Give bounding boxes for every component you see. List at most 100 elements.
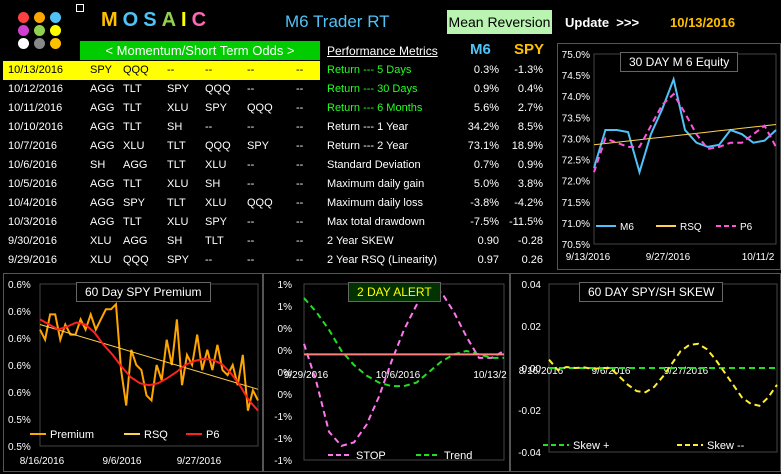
alert-chart-panel: 1% 1% 0% 0% 0% 0% -1% -1% -1% 9/29/2016 10/6/2016 1… bbox=[263, 273, 510, 472]
row-pick: -- bbox=[247, 178, 255, 190]
legend-label: Trend bbox=[444, 450, 472, 462]
row-pick: -- bbox=[247, 121, 255, 133]
y-tick-label: 0% bbox=[278, 390, 293, 401]
x-tick-label: 8/16/2016 bbox=[20, 456, 65, 467]
table-row[interactable]: 10/11/2016 AGG TLT XLU SPY QQQ -- Return --- 6 … bbox=[0, 99, 555, 118]
app-subtitle: M6 Trader RT bbox=[285, 12, 390, 31]
row-date: 10/7/2016 bbox=[8, 140, 57, 152]
metric-label: Maximum daily loss bbox=[327, 197, 423, 209]
row-pick: XLU bbox=[90, 254, 112, 266]
table-row[interactable]: 10/7/2016 AGG XLU TLT QQQ SPY -- Return --- 2 Y… bbox=[0, 137, 555, 156]
x-tick-label: 10/13/2 bbox=[473, 370, 507, 381]
metric-m6-value: 0.97 bbox=[477, 254, 499, 266]
metric-m6-value: 5.0% bbox=[473, 178, 499, 190]
table-row[interactable]: 9/29/2016 XLU QQQ SPY -- -- -- 2 Year RSQ (Line… bbox=[0, 251, 555, 270]
x-tick-label: 10/11/2 bbox=[742, 252, 775, 263]
metric-label: 2 Year SKEW bbox=[327, 235, 394, 247]
row-date: 10/4/2016 bbox=[8, 197, 57, 209]
metric-spy-value: 3.8% bbox=[517, 178, 543, 190]
metric-spy-value: 0.4% bbox=[517, 83, 543, 95]
row-pick: XLU bbox=[167, 102, 189, 114]
y-tick-label: 0.02 bbox=[522, 322, 542, 333]
premium-chart-title: 60 Day SPY Premium bbox=[76, 282, 211, 302]
mean-reversion-button[interactable]: Mean Reversion bbox=[447, 10, 552, 34]
logo-dot bbox=[50, 38, 61, 49]
x-tick-label: 9/13/2016 bbox=[566, 252, 611, 263]
row-date: 10/12/2016 bbox=[8, 83, 64, 95]
series-line-rsq bbox=[39, 324, 259, 390]
logo-dot bbox=[18, 38, 29, 49]
title-letter: C bbox=[191, 9, 212, 31]
metric-spy-value: -11.5% bbox=[508, 216, 543, 228]
metric-label: Max total drawdown bbox=[327, 216, 425, 228]
row-pick: SPY bbox=[205, 216, 228, 228]
metric-spy-value: 2.7% bbox=[517, 102, 543, 114]
row-pick: SPY bbox=[167, 254, 190, 266]
row-pick: TLT bbox=[167, 197, 186, 209]
table-row[interactable]: 10/3/2016 AGG TLT XLU SPY -- -- Max total drawd… bbox=[0, 213, 555, 232]
table-row[interactable]: 10/12/2016 AGG TLT SPY QQQ -- -- Return --- 30 … bbox=[0, 80, 555, 99]
y-tick-label: 71.5% bbox=[562, 198, 590, 209]
alert-chart-title: 2 DAY ALERT bbox=[348, 282, 441, 302]
metric-spy-value: -0.28 bbox=[517, 235, 543, 247]
momentum-header: < Momentum/Short Term Odds > bbox=[80, 41, 320, 60]
equity-chart-panel: 75.0% 74.5% 74.0% 73.5% 73.0% 72.5% 72.0% 71.5%… bbox=[557, 43, 781, 270]
y-tick-label: 0.6% bbox=[8, 307, 31, 318]
metric-label: 2 Year RSQ (Linearity) bbox=[327, 254, 438, 266]
row-date: 9/29/2016 bbox=[8, 254, 57, 266]
performance-header: Performance Metrics bbox=[327, 44, 438, 58]
y-tick-label: 0% bbox=[278, 346, 293, 357]
row-pick: AGG bbox=[123, 235, 148, 247]
y-tick-label: -1% bbox=[274, 434, 292, 445]
x-tick-label: 10/6/2016 bbox=[376, 370, 421, 381]
row-pick: -- bbox=[296, 178, 304, 190]
row-pick: TLT bbox=[167, 159, 186, 171]
table-row[interactable]: 9/30/2016 XLU AGG SH TLT -- -- 2 Year SKEW 0.90 -… bbox=[0, 232, 555, 251]
metric-label: Return --- 5 Days bbox=[327, 64, 412, 76]
m6-column-header: M6 bbox=[470, 41, 491, 58]
legend-label: Skew -- bbox=[707, 440, 745, 452]
metric-label: Return --- 6 Months bbox=[327, 102, 423, 114]
x-tick-label: 9/27/2016 bbox=[177, 456, 222, 467]
table-row[interactable]: 10/6/2016 SH AGG TLT XLU -- -- Standard Deviati… bbox=[0, 156, 555, 175]
row-pick: SPY bbox=[90, 64, 113, 76]
table-row[interactable]: 10/5/2016 AGG TLT XLU SH -- -- Maximum daily ga… bbox=[0, 175, 555, 194]
series-line-skew- bbox=[548, 342, 778, 407]
series-line-p6 bbox=[593, 92, 777, 173]
y-tick-label: -1% bbox=[274, 412, 292, 423]
metric-m6-value: 73.1% bbox=[467, 140, 499, 152]
y-tick-label: 0.6% bbox=[8, 334, 31, 345]
premium-chart-panel: 0.6% 0.6% 0.6% 0.6% 0.6% 0.5% 0.5% 8/16/2016 9/6… bbox=[3, 273, 263, 472]
logo-dot bbox=[34, 12, 45, 23]
row-date: 10/13/2016 bbox=[8, 64, 64, 76]
metric-spy-value: 18.9% bbox=[511, 140, 543, 152]
update-link[interactable]: Update >>> bbox=[565, 15, 640, 30]
x-tick-label: 8/16/2016 bbox=[519, 366, 564, 377]
skew-chart: 0.04 0.02 0.00 -0.02 -0.04 8/16/2016 9/6/2016 9… bbox=[518, 280, 778, 459]
metric-m6-value: 0.90 bbox=[477, 235, 499, 247]
row-pick: AGG bbox=[90, 121, 115, 133]
table-row[interactable]: 10/13/2016 SPY QQQ -- -- -- -- Return --- 5 Day… bbox=[0, 61, 555, 80]
metric-m6-value: 5.6% bbox=[473, 102, 499, 114]
plot-area bbox=[39, 283, 259, 447]
row-pick: -- bbox=[247, 159, 255, 171]
premium-chart: 0.6% 0.6% 0.6% 0.6% 0.6% 0.5% 0.5% 8/16/2016 9/6… bbox=[8, 280, 259, 467]
table-row[interactable]: 10/10/2016 AGG TLT SH -- -- -- Return --- 1 Yea… bbox=[0, 118, 555, 137]
table-row[interactable]: 10/4/2016 AGG SPY TLT XLU QQQ -- Maximum daily … bbox=[0, 194, 555, 213]
y-tick-label: 0% bbox=[278, 324, 293, 335]
row-date: 10/3/2016 bbox=[8, 216, 57, 228]
row-pick: TLT bbox=[123, 121, 142, 133]
title-letter: O bbox=[122, 9, 144, 31]
metric-m6-value: 0.3% bbox=[473, 64, 499, 76]
row-pick: TLT bbox=[123, 216, 142, 228]
y-tick-label: -0.02 bbox=[518, 406, 541, 417]
row-pick: SH bbox=[90, 159, 106, 171]
row-pick: XLU bbox=[205, 197, 227, 209]
series-line-premium bbox=[39, 302, 259, 411]
app-title: MOSAIC bbox=[101, 9, 211, 32]
legend-label: RSQ bbox=[144, 429, 168, 441]
row-pick: -- bbox=[247, 216, 255, 228]
skew-chart-panel: 0.04 0.02 0.00 -0.02 -0.04 8/16/2016 9/6/2016 9… bbox=[510, 273, 781, 472]
metric-label: Return --- 2 Year bbox=[327, 140, 409, 152]
series-line-rsq bbox=[593, 124, 777, 146]
